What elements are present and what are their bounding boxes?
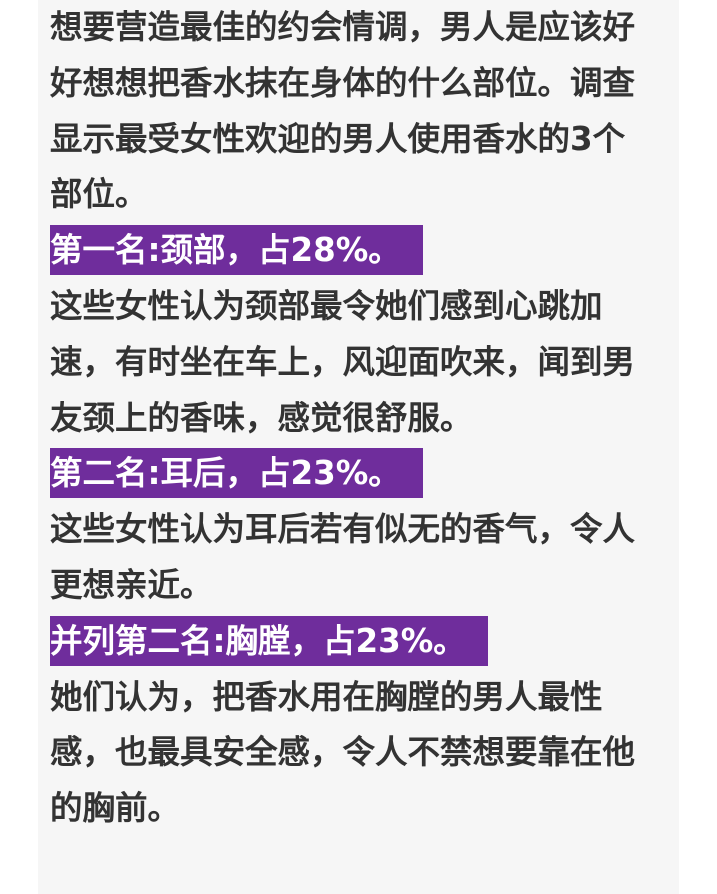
section-heading-tied-second: 并列第二名:胸膛，占23%。: [50, 614, 640, 670]
section-heading-tied-second-label: 并列第二名:胸膛，占23%。: [50, 615, 488, 666]
section-heading-second: 第二名:耳后，占23%。: [50, 446, 640, 502]
section-heading-second-label: 第二名:耳后，占23%。: [50, 448, 423, 499]
section-body-first: 这些女性认为颈部最令她们感到心跳加速，有时坐在车上，风迎面吹来，闻到男友颈上的香…: [50, 286, 636, 437]
intro-paragraph: 想要营造最佳的约会情调，男人是应该好好想想把香水抹在身体的什么部位。调查显示最受…: [50, 8, 636, 214]
section-heading-first-label: 第一名:颈部，占28%。: [50, 225, 423, 276]
article-page: 想要营造最佳的约会情调，男人是应该好好想想把香水抹在身体的什么部位。调查显示最受…: [38, 0, 679, 894]
section-heading-first: 第一名:颈部，占28%。: [50, 223, 640, 279]
section-body-second: 这些女性认为耳后若有似无的香气，令人更想亲近。: [50, 510, 636, 604]
section-body-tied-second: 她们认为，把香水用在胸膛的男人最性感，也最具安全感，令人不禁想要靠在他的胸前。: [50, 677, 636, 828]
article-content: 想要营造最佳的约会情调，男人是应该好好想想把香水抹在身体的什么部位。调查显示最受…: [50, 0, 640, 837]
